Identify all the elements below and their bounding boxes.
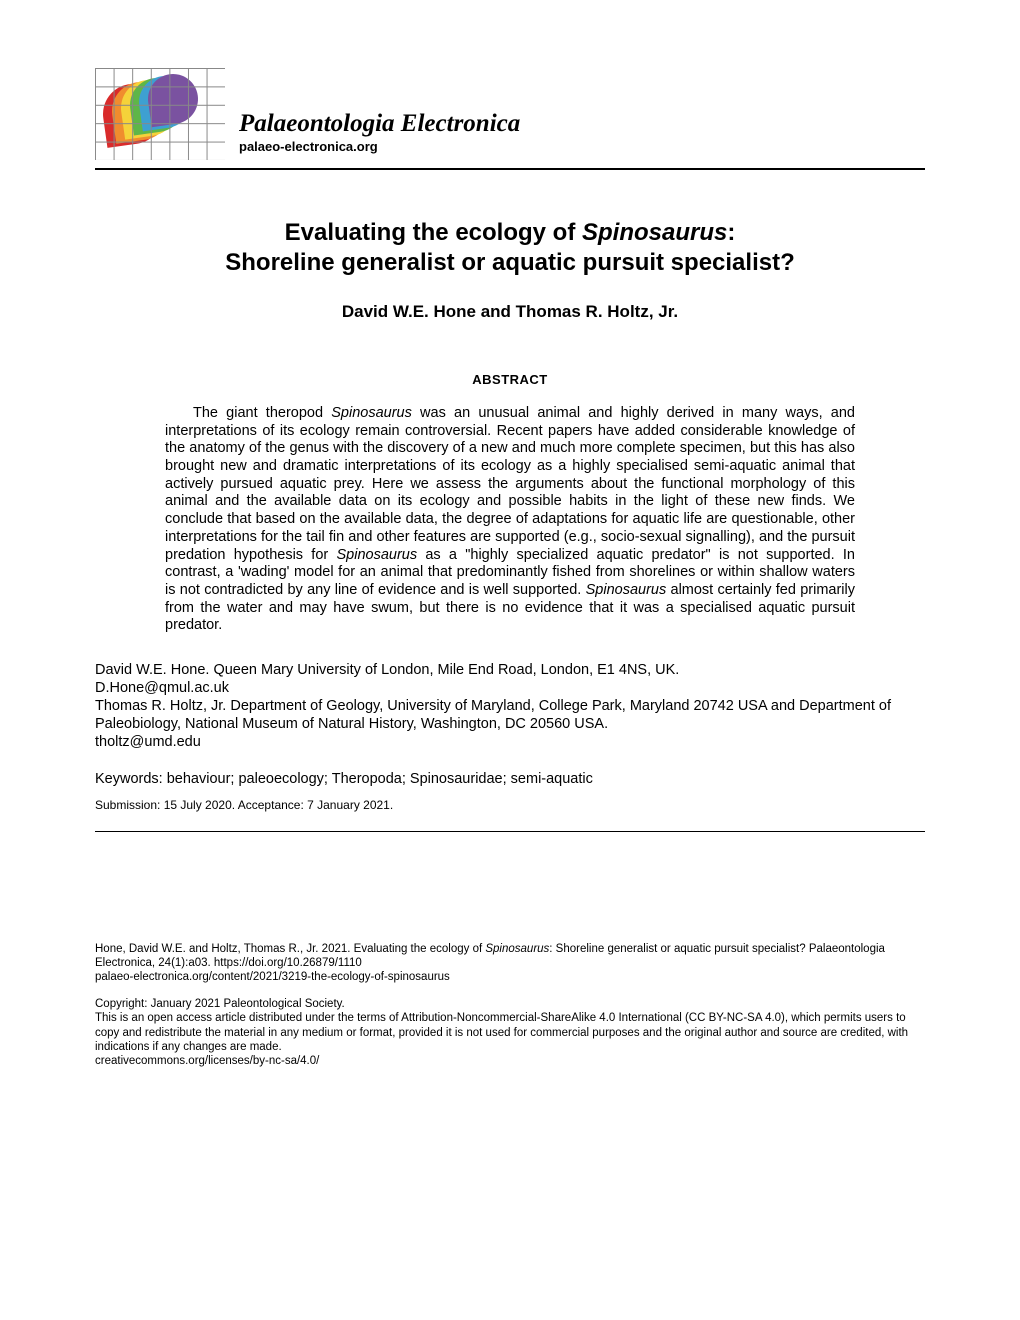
journal-header: Palaeontologia Electronica palaeo-electr… xyxy=(95,68,925,160)
keywords: Keywords: behaviour; paleoecology; Thero… xyxy=(95,770,925,788)
journal-url: palaeo-electronica.org xyxy=(239,139,520,154)
abstract-seg1: The giant theropod xyxy=(193,405,331,421)
affiliation-1: David W.E. Hone. Queen Mary University o… xyxy=(95,661,925,679)
abstract-seg2: was an unusual animal and highly derived… xyxy=(165,405,855,563)
abstract-ital1: Spinosaurus xyxy=(331,405,412,421)
journal-masthead: Palaeontologia Electronica palaeo-electr… xyxy=(239,110,520,161)
copyright-block: Copyright: January 2021 Paleontological … xyxy=(95,997,925,1069)
title-line1-post: : xyxy=(727,219,735,246)
mid-rule xyxy=(95,831,925,832)
citation: Hone, David W.E. and Holtz, Thomas R., J… xyxy=(95,942,925,985)
affiliation-1-email: D.Hone@qmul.ac.uk xyxy=(95,679,925,697)
license: This is an open access article distribut… xyxy=(95,1012,908,1053)
affiliations: David W.E. Hone. Queen Mary University o… xyxy=(95,661,925,752)
authors: David W.E. Hone and Thomas R. Holtz, Jr. xyxy=(95,302,925,322)
license-url: creativecommons.org/licenses/by-nc-sa/4.… xyxy=(95,1055,319,1067)
cite-ital: Spinosaurus xyxy=(485,943,549,955)
affiliation-2: Thomas R. Holtz, Jr. Department of Geolo… xyxy=(95,697,925,733)
cite-url: palaeo-electronica.org/content/2021/3219… xyxy=(95,971,450,983)
title-line1-ital: Spinosaurus xyxy=(582,219,727,246)
abstract-heading: ABSTRACT xyxy=(95,372,925,387)
title-line1-pre: Evaluating the ecology of xyxy=(285,219,582,246)
submission-dates: Submission: 15 July 2020. Acceptance: 7 … xyxy=(95,798,925,813)
journal-name: Palaeontologia Electronica xyxy=(239,110,520,138)
cite-seg1: Hone, David W.E. and Holtz, Thomas R., J… xyxy=(95,943,485,955)
affiliation-2-email: tholtz@umd.edu xyxy=(95,733,925,751)
title-line2: Shoreline generalist or aquatic pursuit … xyxy=(225,249,794,276)
article-title: Evaluating the ecology of Spinosaurus: S… xyxy=(95,218,925,278)
logo-grid xyxy=(95,68,225,160)
abstract-body: The giant theropod Spinosaurus was an un… xyxy=(165,405,855,635)
abstract-ital2: Spinosaurus xyxy=(336,547,417,563)
abstract-ital3: Spinosaurus xyxy=(586,582,667,598)
copyright: Copyright: January 2021 Paleontological … xyxy=(95,998,345,1010)
footer: Hone, David W.E. and Holtz, Thomas R., J… xyxy=(95,942,925,1069)
header-rule xyxy=(95,168,925,170)
journal-logo xyxy=(95,68,225,160)
